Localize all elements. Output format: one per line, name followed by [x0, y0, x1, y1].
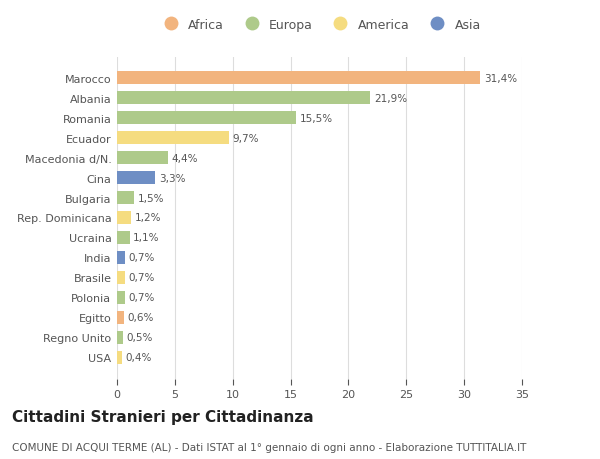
Bar	[117, 291, 125, 304]
Bar	[117, 311, 124, 324]
Bar	[117, 172, 155, 185]
Text: 3,3%: 3,3%	[158, 173, 185, 183]
Legend: Africa, Europa, America, Asia: Africa, Europa, America, Asia	[158, 19, 481, 32]
Bar	[117, 112, 296, 125]
Bar	[117, 152, 168, 165]
Bar	[117, 212, 131, 224]
Text: 1,5%: 1,5%	[138, 193, 164, 203]
Text: 0,5%: 0,5%	[126, 333, 152, 342]
Text: 4,4%: 4,4%	[172, 153, 198, 163]
Text: 15,5%: 15,5%	[300, 113, 333, 123]
Bar	[117, 132, 229, 145]
Text: 9,7%: 9,7%	[233, 133, 259, 143]
Bar	[117, 331, 123, 344]
Text: 21,9%: 21,9%	[374, 94, 407, 103]
Bar	[117, 351, 122, 364]
Bar	[117, 191, 134, 205]
Text: COMUNE DI ACQUI TERME (AL) - Dati ISTAT al 1° gennaio di ogni anno - Elaborazion: COMUNE DI ACQUI TERME (AL) - Dati ISTAT …	[12, 442, 526, 452]
Text: 1,1%: 1,1%	[133, 233, 160, 243]
Bar	[117, 271, 125, 284]
Text: 0,7%: 0,7%	[128, 293, 155, 303]
Text: 31,4%: 31,4%	[484, 73, 517, 84]
Bar	[117, 252, 125, 264]
Bar	[117, 231, 130, 245]
Text: 1,2%: 1,2%	[134, 213, 161, 223]
Text: 0,7%: 0,7%	[128, 253, 155, 263]
Bar	[117, 92, 370, 105]
Text: 0,6%: 0,6%	[127, 313, 154, 323]
Text: 0,7%: 0,7%	[128, 273, 155, 283]
Bar	[117, 72, 481, 85]
Text: Cittadini Stranieri per Cittadinanza: Cittadini Stranieri per Cittadinanza	[12, 409, 314, 425]
Text: 0,4%: 0,4%	[125, 353, 151, 363]
